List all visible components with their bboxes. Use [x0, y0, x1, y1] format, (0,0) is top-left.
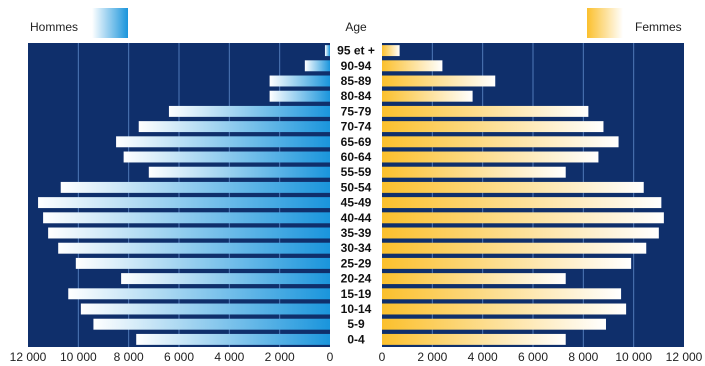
tick-label-right: 12 000: [666, 350, 703, 364]
bar-femmes: [382, 273, 566, 285]
legend-swatch-hommes: [92, 8, 128, 38]
bar-hommes: [93, 318, 330, 330]
tick-label-right: 2 000: [417, 350, 447, 364]
legend-swatch-femmes: [587, 8, 623, 38]
bar-hommes: [304, 60, 330, 72]
bar-femmes: [382, 288, 622, 300]
bar-hommes: [324, 45, 330, 57]
bar-hommes: [123, 151, 330, 163]
bar-femmes: [382, 75, 496, 87]
age-group-label: 30-34: [341, 241, 372, 255]
bar-hommes: [68, 288, 331, 300]
bar-hommes: [80, 303, 330, 315]
age-group-label: 80-84: [341, 89, 372, 103]
age-group-label: 20-24: [341, 272, 372, 286]
bar-femmes: [382, 333, 566, 345]
bar-femmes: [382, 45, 400, 57]
legend-label-hommes: Hommes: [30, 20, 78, 34]
age-group-label: 95 et +: [337, 44, 375, 58]
age-group-label: 55-59: [341, 165, 372, 179]
bar-hommes: [148, 166, 330, 178]
age-group-label: 15-19: [341, 287, 372, 301]
tick-label-right: 4 000: [468, 350, 498, 364]
tick-label-left: 6 000: [164, 350, 194, 364]
bar-femmes: [382, 151, 599, 163]
bar-hommes: [121, 273, 330, 285]
tick-label-right: 0: [379, 350, 386, 364]
age-group-label: 90-94: [341, 59, 372, 73]
age-group-label: 45-49: [341, 196, 372, 210]
bar-femmes: [382, 197, 662, 209]
age-group-label: 10-14: [341, 302, 372, 316]
age-group-label: 25-29: [341, 256, 372, 270]
bar-hommes: [116, 136, 330, 148]
tick-label-left: 2 000: [265, 350, 295, 364]
bar-hommes: [48, 227, 331, 239]
bar-femmes: [382, 227, 659, 239]
bar-femmes: [382, 60, 443, 72]
bar-hommes: [136, 333, 330, 345]
bar-femmes: [382, 212, 664, 224]
tick-labels: 12 000 10 000 8 000 6 000 4 000 2 000 0 0 2 000 4…: [10, 350, 703, 364]
bar-femmes: [382, 181, 644, 193]
bar-femmes: [382, 136, 619, 148]
bar-femmes: [382, 257, 632, 269]
bar-femmes: [382, 105, 589, 117]
tick-label-left: 10 000: [60, 350, 97, 364]
bar-hommes: [38, 197, 331, 209]
bar-hommes: [168, 105, 330, 117]
bar-hommes: [138, 121, 330, 133]
bar-femmes: [382, 90, 473, 102]
bar-femmes: [382, 303, 627, 315]
tick-label-left: 4 000: [214, 350, 244, 364]
bar-hommes: [58, 242, 330, 254]
tick-label-right: 10 000: [615, 350, 652, 364]
age-group-label: 85-89: [341, 74, 372, 88]
tick-label-right: 8 000: [568, 350, 598, 364]
tick-label-right: 6 000: [518, 350, 548, 364]
age-group-label: 0-4: [347, 332, 365, 346]
bar-hommes: [60, 181, 330, 193]
bar-femmes: [382, 242, 647, 254]
bars: [38, 45, 664, 345]
legend-label-femmes: Femmes: [635, 20, 682, 34]
age-group-label: 70-74: [341, 120, 372, 134]
bar-femmes: [382, 318, 606, 330]
age-group-label: 35-39: [341, 226, 372, 240]
bar-hommes: [75, 257, 330, 269]
age-group-label: 75-79: [341, 104, 372, 118]
center-axis-title: Age: [345, 20, 367, 34]
bar-hommes: [269, 90, 330, 102]
age-group-label: 60-64: [341, 150, 372, 164]
tick-label-left: 8 000: [114, 350, 144, 364]
bar-hommes: [43, 212, 330, 224]
age-group-label: 40-44: [341, 211, 372, 225]
bar-femmes: [382, 121, 604, 133]
age-group-label: 65-69: [341, 135, 372, 149]
age-group-label: 50-54: [341, 180, 372, 194]
tick-label-left: 0: [327, 350, 334, 364]
bar-femmes: [382, 166, 566, 178]
tick-label-left: 12 000: [10, 350, 47, 364]
bar-hommes: [269, 75, 330, 87]
age-group-label: 5-9: [347, 317, 365, 331]
